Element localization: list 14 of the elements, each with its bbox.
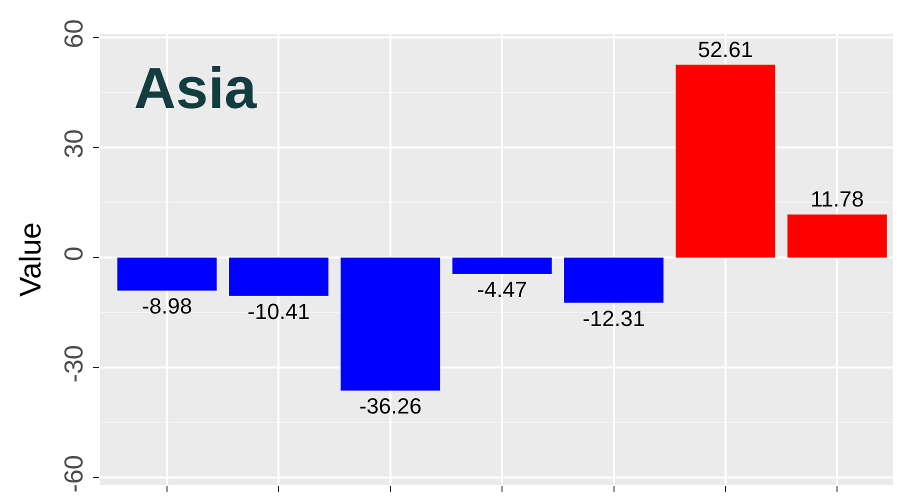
data-label: -4.47 (477, 277, 528, 302)
y-tick-label: 30 (58, 129, 89, 158)
data-label: -36.26 (359, 394, 422, 419)
data-label: -10.41 (248, 298, 310, 324)
data-label: -12.31 (582, 306, 645, 331)
y-tick-label: 0 (58, 246, 89, 262)
annotation: Asia (134, 56, 258, 121)
y-tick-label: -60 (58, 454, 89, 493)
y-axis-title: Value (14, 222, 48, 297)
data-label: 11.78 (810, 186, 864, 212)
y-tick-label: -30 (58, 344, 89, 383)
data-label: -8.98 (142, 294, 192, 319)
data-label: 52.61 (698, 36, 753, 62)
y-tick-label: 60 (58, 19, 89, 48)
